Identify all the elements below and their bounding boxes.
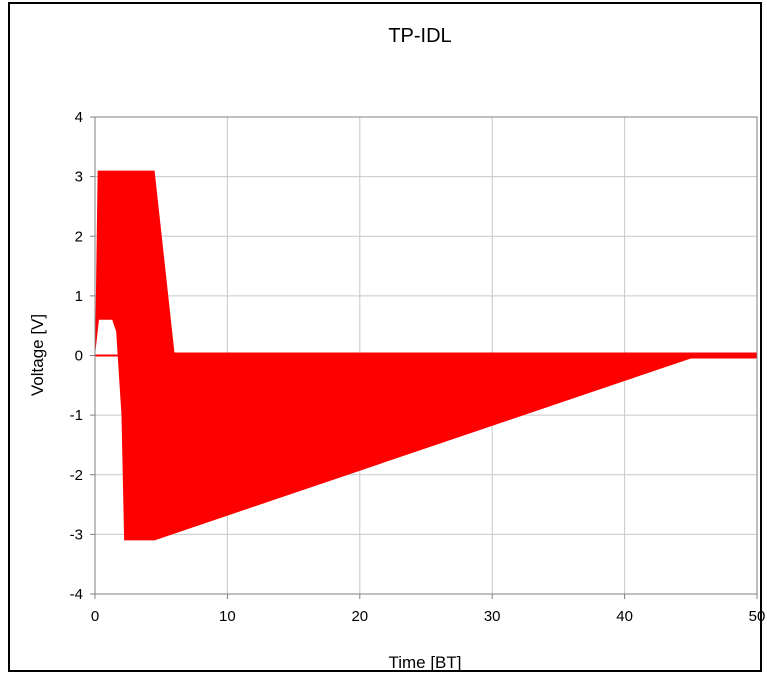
y-tick-label-3: 1 bbox=[75, 288, 83, 305]
y-axis: 4 3 2 1 0 -1 -2 -3 -4 bbox=[70, 109, 95, 603]
y-tick-label-2: 2 bbox=[75, 228, 83, 245]
y-axis-title: Voltage [V] bbox=[28, 314, 47, 396]
y-tick-label-4: 0 bbox=[75, 348, 83, 365]
x-tick-label-0: 0 bbox=[91, 608, 99, 625]
x-axis-title: Time [BT] bbox=[388, 653, 461, 672]
x-tick-label-2: 20 bbox=[351, 608, 368, 625]
y-tick-label-8: -4 bbox=[70, 586, 83, 603]
y-tick-label-0: 4 bbox=[75, 109, 83, 126]
x-axis: 0 10 20 30 40 50 bbox=[91, 594, 766, 625]
x-tick-label-5: 50 bbox=[749, 608, 766, 625]
x-tick-label-3: 30 bbox=[484, 608, 501, 625]
y-tick-label-7: -3 bbox=[70, 526, 83, 543]
y-tick-label-1: 3 bbox=[75, 169, 83, 186]
chart-title: TP-IDL bbox=[388, 25, 451, 47]
x-tick-label-4: 40 bbox=[616, 608, 633, 625]
y-tick-label-6: -2 bbox=[70, 467, 83, 484]
x-tick-label-1: 10 bbox=[219, 608, 236, 625]
y-tick-label-5: -1 bbox=[70, 407, 83, 424]
